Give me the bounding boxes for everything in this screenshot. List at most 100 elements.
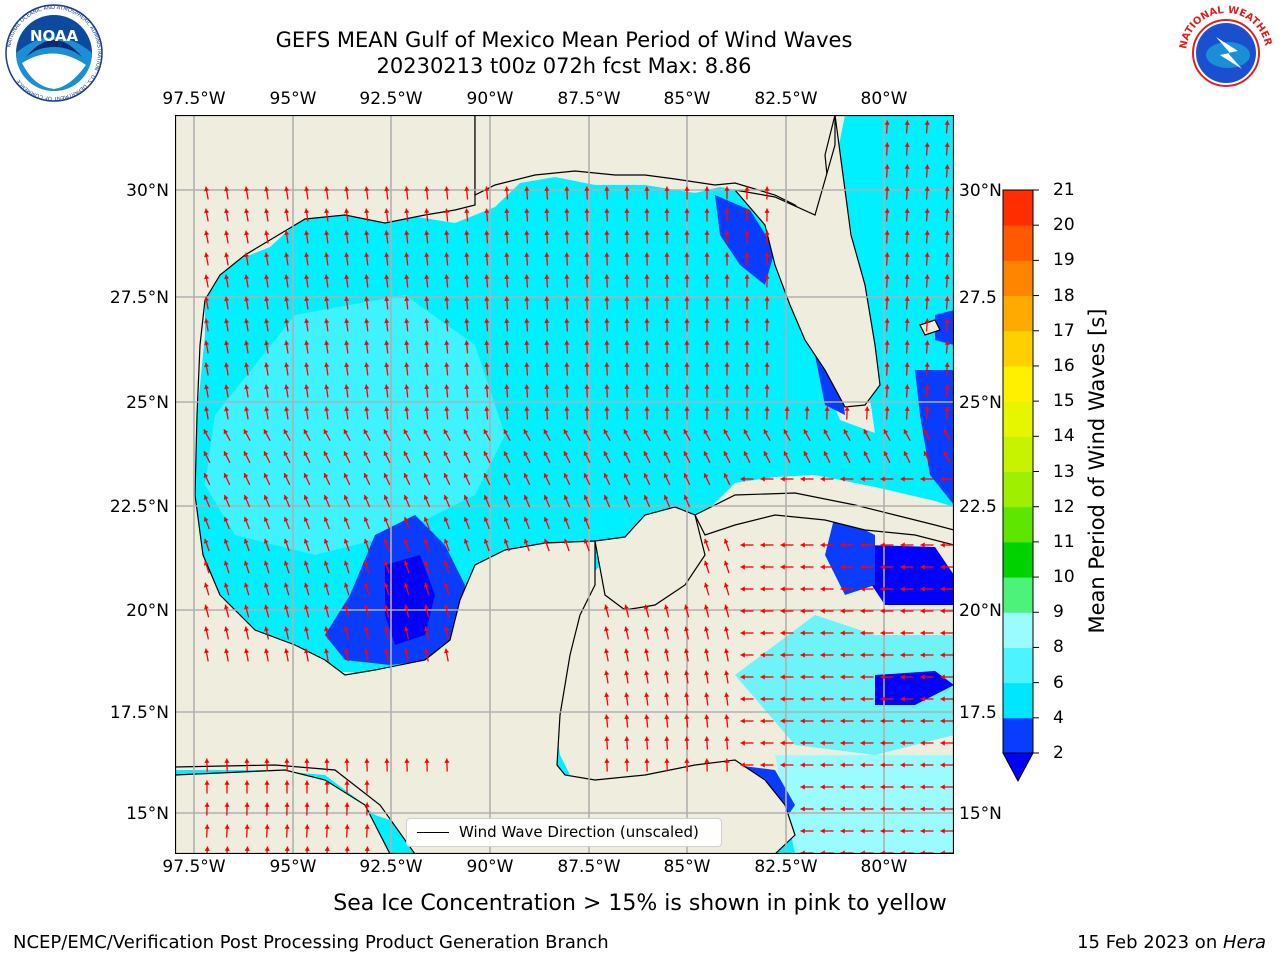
wave-arrow-head <box>920 586 925 592</box>
wave-arrow-head <box>443 604 449 610</box>
wave-arrow-head <box>604 362 610 367</box>
wave-arrow-head <box>584 384 590 389</box>
colorbar-tick-label: 13 <box>1053 461 1075 482</box>
wave-arrow-head <box>243 451 249 457</box>
wave-arrow-head <box>663 495 669 500</box>
wave-arrow-head <box>264 318 270 324</box>
colorbar-segment <box>1003 506 1033 543</box>
wave-arrow-head <box>924 296 930 301</box>
wave-arrow-head <box>244 648 250 654</box>
wave-arrow-head <box>623 473 629 479</box>
wave-arrow-head <box>604 318 610 323</box>
wave-arrow-head <box>903 429 909 435</box>
wave-arrow-head <box>840 762 845 768</box>
wave-arrow-head <box>284 340 290 346</box>
wave-arrow-head <box>543 429 549 435</box>
wave-arrow-head <box>920 762 925 768</box>
wave-arrow-head <box>504 252 510 257</box>
wave-arrow-head <box>623 451 629 457</box>
wave-arrow-head <box>624 758 630 763</box>
wave-arrow-head <box>303 582 309 588</box>
wave-arrow-head <box>204 406 210 412</box>
wave-arrow-head <box>563 516 569 522</box>
footer-date: 15 Feb 2023 on Hera <box>1077 932 1266 953</box>
wave-arrow-head <box>223 429 229 435</box>
wave-arrow-head <box>704 692 710 698</box>
wave-arrow-head <box>444 648 450 654</box>
wave-arrow-head <box>723 582 729 588</box>
wave-arrow-head <box>463 473 469 479</box>
wave-arrow-head <box>464 208 470 214</box>
wave-arrow-head <box>544 318 550 323</box>
wave-arrow-head <box>800 652 805 658</box>
wave-arrow-head <box>444 208 450 214</box>
wave-arrow-head <box>684 626 690 632</box>
wave-arrow-head <box>920 652 925 658</box>
map-panel[interactable] <box>175 115 954 854</box>
wave-arrow-head <box>224 362 230 368</box>
wave-arrow-head <box>404 648 410 654</box>
wave-arrow-head <box>483 473 489 479</box>
wave-arrow-head <box>504 362 510 367</box>
wave-arrow-head <box>684 208 690 213</box>
wave-arrow-head <box>904 340 910 345</box>
wave-arrow-head <box>204 252 210 258</box>
wave-arrow-head <box>503 495 509 500</box>
wave-arrow-head <box>944 406 950 411</box>
wave-arrow-head <box>383 582 389 588</box>
wave-arrow-head <box>264 648 270 654</box>
wave-arrow-head <box>364 362 370 368</box>
wave-arrow-head <box>684 230 690 235</box>
wave-arrow-head <box>880 740 885 746</box>
wave-arrow-head <box>483 538 489 544</box>
wave-arrow-head <box>840 806 845 812</box>
wave-arrow-head <box>880 564 885 570</box>
wave-arrow-head <box>924 274 930 279</box>
wave-arrow-head <box>304 846 310 852</box>
lon-tick-bottom: 80°W <box>860 857 908 877</box>
wave-arrow-head <box>884 274 890 279</box>
wave-arrow-head <box>244 274 250 280</box>
wave-arrow-head <box>284 802 290 807</box>
wave-arrow-head <box>544 384 550 389</box>
wave-arrow-head <box>780 586 785 592</box>
wave-arrow-head <box>623 604 629 610</box>
wave-arrow-head <box>603 604 609 610</box>
wave-arrow-head <box>920 608 925 614</box>
wave-arrow-head <box>523 429 529 435</box>
wave-arrow-head <box>203 538 209 544</box>
wave-arrow-head <box>224 846 230 852</box>
wave-arrow-head <box>644 670 650 676</box>
wave-arrow-head <box>940 586 945 592</box>
wave-arrow-head <box>364 208 370 214</box>
wave-arrow-head <box>424 252 430 258</box>
wave-arrow-head <box>304 186 310 192</box>
wave-arrow-head <box>323 429 329 435</box>
wave-arrow-head <box>883 451 889 457</box>
wave-arrow-head <box>204 846 210 852</box>
wave-arrow-head <box>920 784 925 790</box>
wave-arrow-head <box>724 274 730 279</box>
colorbar-tick-label: 17 <box>1053 320 1075 341</box>
wave-arrow-head <box>924 362 930 367</box>
wave-arrow-head <box>840 630 845 636</box>
wave-arrow-head <box>324 296 330 302</box>
wave-arrow-head <box>543 538 549 544</box>
wave-arrow-head <box>820 696 825 702</box>
colorbar-segment <box>1003 365 1033 402</box>
wave-arrow-head <box>244 824 250 829</box>
wave-arrow-head <box>760 652 765 658</box>
wave-arrow-head <box>384 252 390 258</box>
wave-arrow-head <box>244 340 250 346</box>
wave-arrow-head <box>384 406 390 412</box>
wave-arrow-head <box>323 473 329 479</box>
wave-arrow-head <box>604 714 610 720</box>
wave-arrow-head <box>204 362 210 368</box>
wave-arrow-head <box>900 806 905 812</box>
wave-arrow-head <box>884 340 890 345</box>
wave-arrow-head <box>224 648 230 654</box>
wave-arrow-head <box>903 451 909 457</box>
wave-arrow-head <box>304 824 310 829</box>
wave-arrow-head <box>604 252 610 257</box>
wave-arrow-head <box>704 186 710 191</box>
